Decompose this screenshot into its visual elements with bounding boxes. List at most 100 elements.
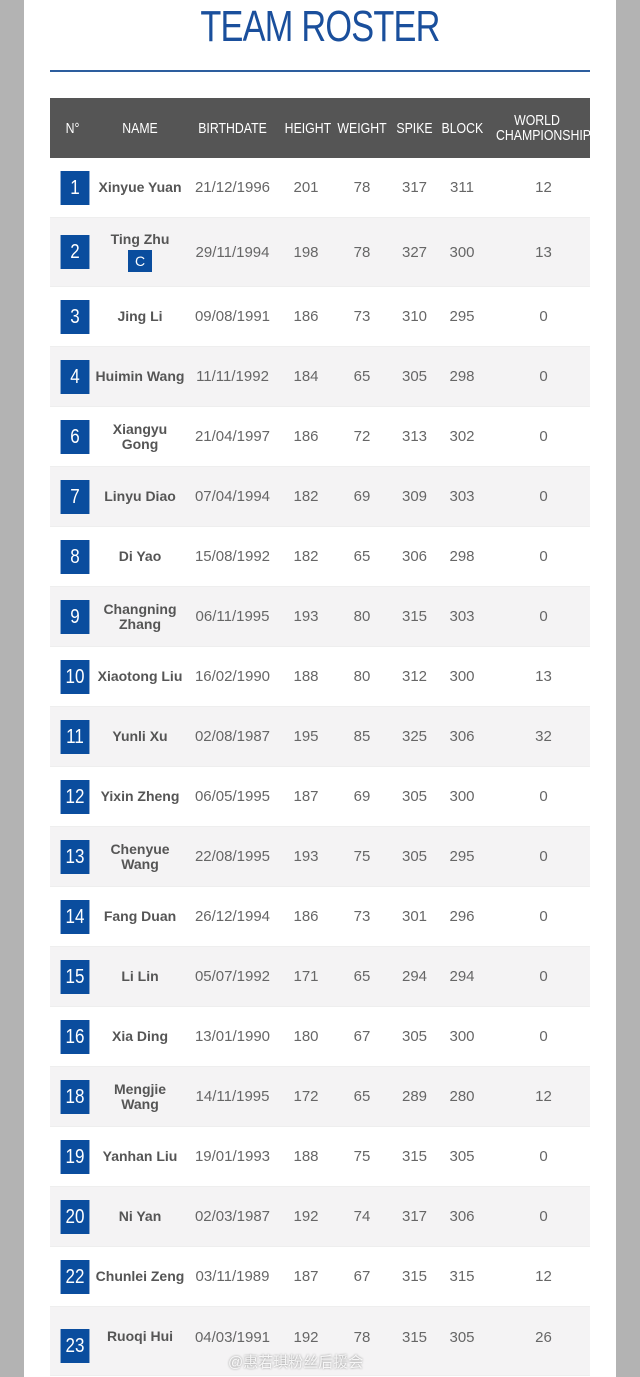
height-cell: 171 <box>280 968 332 985</box>
player-number: 15 <box>60 959 89 994</box>
player-number-cell: 23 <box>50 1329 95 1363</box>
player-name-cell: Ruoqi Hui <box>95 1329 185 1344</box>
page-title: TEAM ROSTER <box>200 2 440 51</box>
height-cell: 186 <box>280 428 332 445</box>
block-cell: 295 <box>437 308 487 325</box>
world-championships: 0 <box>539 1208 548 1225</box>
height-cell: 195 <box>280 728 332 745</box>
player-name-cell: Yanhan Liu <box>95 1149 185 1164</box>
player-number-cell: 15 <box>50 959 95 994</box>
player-number-cell: 11 <box>50 719 95 754</box>
weight-cell: 75 <box>332 848 392 865</box>
block: 305 <box>449 1329 475 1346</box>
height-cell: 182 <box>280 548 332 565</box>
height: 172 <box>293 1088 319 1105</box>
player-name-cell: Ni Yan <box>95 1209 185 1224</box>
birthdate: 03/11/1989 <box>195 1268 270 1285</box>
table-row: 6 Xiangyu Gong 21/04/1997 186 72 313 302 0 <box>50 407 590 467</box>
birthdate-cell: 11/11/1992 <box>185 368 280 385</box>
height: 187 <box>293 1268 319 1285</box>
block-cell: 298 <box>437 368 487 385</box>
world-championships-cell: 0 <box>487 788 590 805</box>
height-cell: 188 <box>280 1148 332 1165</box>
spike-cell: 309 <box>392 488 437 505</box>
block-cell: 302 <box>437 428 487 445</box>
height-cell: 187 <box>280 1268 332 1285</box>
world-championships: 12 <box>535 1088 552 1105</box>
player-number: 6 <box>60 419 89 454</box>
birthdate-cell: 07/04/1994 <box>185 488 280 505</box>
table-row: 19 Yanhan Liu 19/01/1993 188 75 315 305 0 <box>50 1127 590 1187</box>
weight-cell: 80 <box>332 668 392 685</box>
birthdate: 16/02/1990 <box>194 668 271 685</box>
height-cell: 193 <box>280 848 332 865</box>
block: 300 <box>449 668 475 685</box>
world-championships-cell: 0 <box>487 848 590 865</box>
birthdate: 06/11/1995 <box>195 608 270 625</box>
world-championships-cell: 0 <box>487 1208 590 1225</box>
birthdate-cell: 22/08/1995 <box>185 848 280 865</box>
world-championships-cell: 13 <box>487 244 590 261</box>
weight: 65 <box>353 1088 371 1105</box>
block-cell: 306 <box>437 1208 487 1225</box>
block: 303 <box>449 608 475 625</box>
block: 302 <box>449 428 475 445</box>
player-name-cell: Xia Ding <box>95 1029 185 1044</box>
height: 182 <box>293 488 319 505</box>
header-spike: SPIKE <box>396 119 433 137</box>
weight-cell: 65 <box>332 548 392 565</box>
weight-cell: 75 <box>332 1148 392 1165</box>
player-number: 9 <box>60 599 89 634</box>
birthdate-cell: 02/03/1987 <box>185 1208 280 1225</box>
table-row: 7 Linyu Diao 07/04/1994 182 69 309 303 0 <box>50 467 590 527</box>
player-number: 8 <box>60 539 89 574</box>
player-name-cell: Di Yao <box>95 549 185 564</box>
player-number: 2 <box>60 235 89 269</box>
player-number-cell: 22 <box>50 1259 95 1294</box>
height: 186 <box>293 308 319 325</box>
world-championships: 12 <box>535 179 552 196</box>
world-championships: 0 <box>539 1028 548 1045</box>
table-row: 3 Jing Li 09/08/1991 186 73 310 295 0 <box>50 287 590 347</box>
player-number-cell: 9 <box>50 599 95 634</box>
player-number-cell: 10 <box>50 659 95 694</box>
player-number: 12 <box>60 779 89 814</box>
block: 298 <box>449 548 475 565</box>
spike: 315 <box>401 1268 428 1285</box>
player-number: 11 <box>60 719 89 754</box>
player-name-cell: Jing Li <box>95 309 185 324</box>
player-name-cell: Ting Zhu C <box>95 232 185 272</box>
player-number-cell: 13 <box>50 839 95 874</box>
birthdate: 19/01/1993 <box>194 1148 271 1165</box>
spike: 312 <box>401 668 428 685</box>
world-championships-cell: 0 <box>487 548 590 565</box>
world-championships-cell: 0 <box>487 488 590 505</box>
spike: 317 <box>401 1208 428 1225</box>
height: 193 <box>293 608 319 625</box>
world-championships: 0 <box>539 848 548 865</box>
player-name: Mengjie Wang <box>113 1080 167 1112</box>
height-cell: 188 <box>280 668 332 685</box>
weight-cell: 73 <box>332 308 392 325</box>
weight: 78 <box>353 1329 371 1346</box>
world-championships: 0 <box>539 1148 548 1165</box>
player-name: Ruoqi Hui <box>106 1328 174 1344</box>
block-cell: 300 <box>437 788 487 805</box>
spike-cell: 317 <box>392 1208 437 1225</box>
player-name-cell: Chunlei Zeng <box>95 1269 185 1284</box>
player-name: Xinyue Yuan <box>98 179 182 195</box>
height: 188 <box>293 668 319 685</box>
spike-cell: 294 <box>392 968 437 985</box>
player-name: Ting Zhu <box>110 231 170 247</box>
weight: 67 <box>353 1028 371 1045</box>
weight: 78 <box>353 243 371 261</box>
spike-cell: 305 <box>392 1028 437 1045</box>
spike-cell: 305 <box>392 368 437 385</box>
height-cell: 182 <box>280 488 332 505</box>
world-championships-cell: 0 <box>487 608 590 625</box>
block-cell: 296 <box>437 908 487 925</box>
player-number: 3 <box>60 299 89 334</box>
height-cell: 180 <box>280 1028 332 1045</box>
world-championships: 0 <box>539 608 548 625</box>
birthdate-cell: 06/11/1995 <box>185 608 280 625</box>
